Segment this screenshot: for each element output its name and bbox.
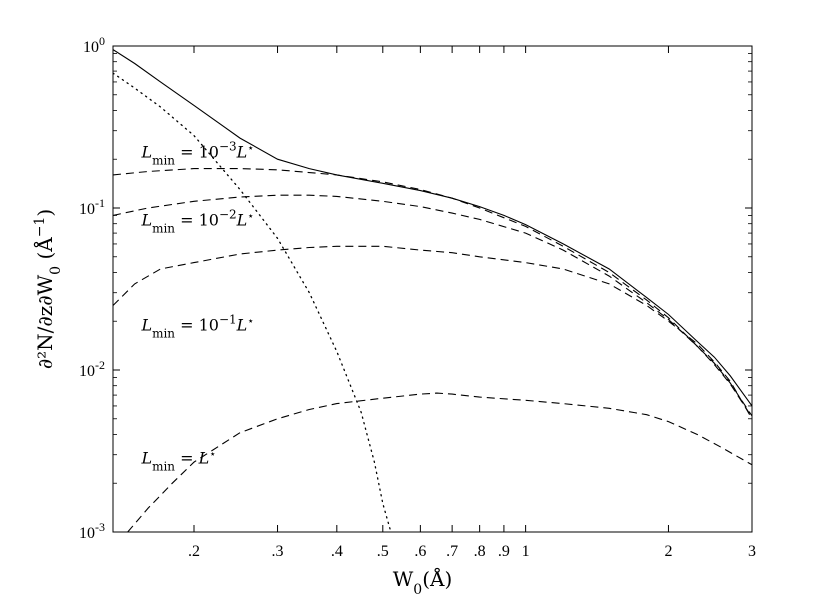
y-axis-label-rest: (Å — [32, 237, 57, 266]
curve-annotation-3: Lmin = 10−1L⋆ — [140, 313, 254, 341]
y-tick-label-0: 100 — [83, 34, 105, 56]
curve-annotation-1: Lmin = 10−3L⋆ — [140, 139, 254, 167]
series-layer — [113, 49, 752, 532]
x-tick-label-1: .3 — [272, 543, 284, 560]
series-line-6 — [113, 72, 392, 532]
x-tick-label-3: .5 — [377, 543, 389, 560]
x-tick-label-5: .7 — [446, 543, 458, 560]
series-line-4 — [113, 245, 752, 420]
x-tick-label-8: 1 — [522, 543, 530, 560]
y-tick-label-2: 10-2 — [79, 358, 105, 380]
curve-annotation-4: Lmin = L⋆ — [140, 447, 216, 474]
series-line-2 — [113, 168, 752, 417]
plot-frame-group — [112, 45, 753, 533]
x-tick-label-2: .4 — [331, 543, 343, 560]
series-line-1 — [113, 49, 752, 407]
y-axis-label-text: ∂²N/∂z∂W — [33, 274, 57, 369]
y-axis-label-close: ) — [33, 209, 57, 217]
x-axis-label-base: W — [393, 567, 414, 591]
curve-annotation-2: Lmin = 10−2L⋆ — [140, 207, 254, 235]
y-axis-label-sub: 0 — [48, 266, 64, 275]
x-axis-label: W0(Å) — [393, 566, 453, 596]
plot-frame — [112, 45, 753, 533]
x-tick-label-9: 2 — [664, 543, 672, 560]
x-axis-label-rest: (Å) — [422, 566, 452, 591]
y-axis-label-sup: −1 — [32, 217, 48, 238]
x-tick-label-10: 3 — [748, 543, 756, 560]
y-tick-label-3: 10-3 — [79, 520, 105, 542]
x-tick-label-6: .8 — [474, 543, 486, 560]
y-tick-label-1: 10-1 — [79, 196, 105, 218]
annotations-layer: Lmin = 10−3L⋆ Lmin = 10−2L⋆ Lmin = 10−1L⋆ L… — [140, 139, 254, 473]
ticks-layer: .2 .3 .4 .5 .6 .7 .8 .9 1 2 3 100 10-1 10-2 10-3 — [79, 34, 756, 560]
series-line-5 — [127, 392, 752, 532]
x-axis-label-sub: 0 — [413, 582, 422, 596]
y-axis-label: ∂²N/∂z∂W0 (Å−1) — [32, 209, 64, 369]
x-tick-label-4: .6 — [414, 543, 426, 560]
x-tick-label-7: .9 — [498, 543, 510, 560]
x-tick-label-0: .2 — [188, 543, 200, 560]
